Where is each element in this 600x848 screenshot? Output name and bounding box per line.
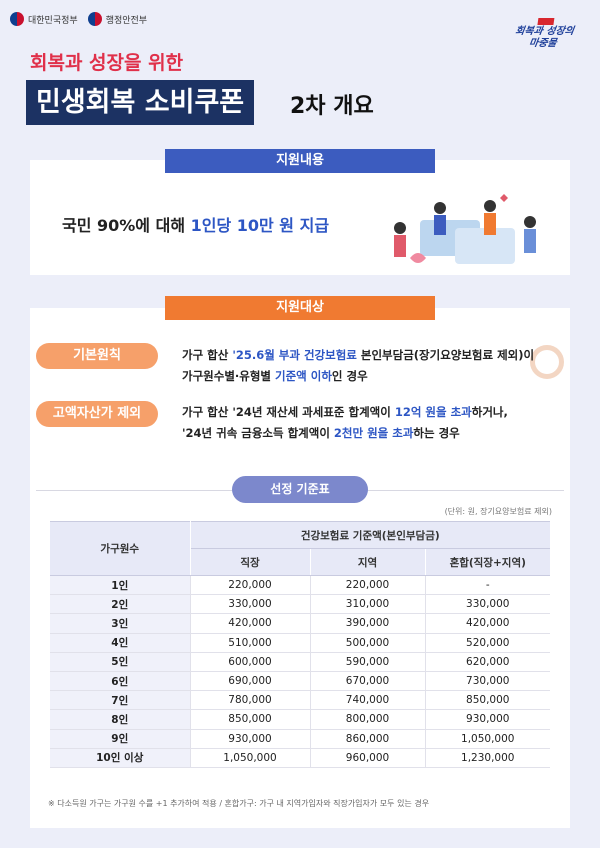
basic-principle-label: 기본원칙: [36, 343, 158, 369]
ministry-name: 행정안전부: [105, 15, 148, 26]
campaign-logo: 회복과 성장의 마중물: [508, 14, 582, 49]
col-workplace: 직장: [190, 548, 311, 576]
household-size-cell: 5인: [50, 652, 191, 672]
gov-name: 대한민국정부: [28, 15, 78, 26]
amount-cell: 590,000: [310, 652, 426, 672]
amount-cell: 220,000: [310, 575, 426, 596]
highlight: 기준액 이하: [275, 369, 332, 383]
magnifier-icon: [530, 345, 564, 379]
amount-cell: 1,050,000: [425, 729, 550, 749]
household-size-cell: 4인: [50, 633, 191, 653]
text: 하거나,: [471, 405, 508, 419]
title-suffix: 2차 개요: [290, 94, 374, 119]
table-row: 3인 420,000 390,000 420,000: [50, 613, 550, 634]
household-size-cell: 6인: [50, 671, 191, 692]
target-heading: 지원대상: [165, 296, 435, 320]
household-size-cell: 9인: [50, 729, 191, 749]
amount-cell: 690,000: [190, 671, 311, 692]
ministry-emblem-icon: [87, 12, 102, 26]
table-row: 7인 780,000 740,000 850,000: [50, 690, 550, 711]
amount-cell: 620,000: [425, 652, 550, 672]
basic-principle-text: 가구 합산 '25.6월 부과 건강보험료 본인부담금(장기요양보험료 제외)이…: [182, 345, 572, 387]
col-household: 가구원수: [50, 521, 191, 576]
people-illustration-icon: [394, 194, 536, 264]
amount-cell: 420,000: [425, 613, 550, 634]
household-size-cell: 7인: [50, 690, 191, 711]
page-title: 민생회복 소비쿠폰: [26, 80, 255, 125]
amount-cell: 510,000: [190, 633, 311, 653]
household-size-cell: 2인: [50, 594, 191, 615]
support-text-pre: 국민 90%에 대해: [62, 216, 191, 235]
footnote: ※ 다소득원 가구는 가구원 수를 +1 추가하여 적용 / 혼합가구: 가구 …: [48, 799, 430, 808]
table-row: 6인 690,000 670,000 730,000: [50, 671, 550, 692]
amount-cell: -: [425, 575, 550, 596]
text: 인 경우: [331, 369, 368, 383]
criteria-table: 가구원수 건강보험료 기준액(본인부담금) 직장 지역 혼합(직장+지역) 1인 220…: [50, 521, 550, 768]
text: 가구 합산 '24년 재산세 과세표준 합계액이: [182, 405, 395, 419]
gov-emblem-icon: [10, 12, 24, 26]
amount-cell: 850,000: [190, 709, 311, 730]
highlight: 12억 원을 초과: [394, 405, 472, 419]
amount-cell: 850,000: [425, 690, 550, 711]
household-size-cell: 8인: [50, 709, 191, 730]
amount-cell: 930,000: [190, 729, 311, 749]
amount-cell: 500,000: [310, 633, 426, 653]
amount-cell: 330,000: [190, 594, 311, 615]
amount-cell: 1,230,000: [425, 748, 550, 768]
table-row: 2인 330,000 310,000 330,000: [50, 594, 550, 615]
high-asset-exclusion-label: 고액자산가 제외: [36, 401, 158, 427]
support-text: 국민 90%에 대해 1인당 10만 원 지급: [62, 212, 329, 236]
amount-cell: 960,000: [310, 748, 426, 768]
amount-cell: 800,000: [310, 709, 426, 730]
amount-cell: 520,000: [425, 633, 550, 653]
amount-cell: 220,000: [190, 575, 311, 596]
amount-cell: 330,000: [425, 594, 550, 615]
amount-cell: 780,000: [190, 690, 311, 711]
col-regional: 지역: [310, 548, 426, 576]
highlight: 2천만 원을 초과: [333, 426, 414, 440]
amount-cell: 730,000: [425, 671, 550, 692]
household-size-cell: 1인: [50, 575, 191, 596]
table-row: 1인 220,000 220,000-: [50, 575, 550, 596]
amount-cell: 600,000: [190, 652, 311, 672]
amount-cell: 670,000: [310, 671, 426, 692]
amount-cell: 860,000: [310, 729, 426, 749]
col-mixed: 혼합(직장+지역): [425, 548, 550, 576]
unit-note: (단위: 원, 장기요양보험료 제외): [444, 507, 552, 516]
gov-logos: 대한민국정부 행정안전부: [10, 12, 147, 26]
amount-cell: 1,050,000: [190, 748, 311, 768]
text: '24년 귀속 금융소득 합계액이: [182, 426, 334, 440]
subtitle: 회복과 성장을 위한: [30, 52, 184, 74]
amount-cell: 930,000: [425, 709, 550, 730]
text: 가구원수별·유형별: [182, 369, 276, 383]
high-asset-exclusion-text: 가구 합산 '24년 재산세 과세표준 합계액이 12억 원을 초과하거나, '…: [182, 402, 572, 444]
household-size-cell: 10인 이상: [50, 748, 191, 768]
table-row: 8인 850,000 800,000 930,000: [50, 709, 550, 730]
amount-cell: 390,000: [310, 613, 426, 634]
amount-cell: 740,000: [310, 690, 426, 711]
text: 가구 합산: [182, 348, 233, 362]
col-group: 건강보험료 기준액(본인부담금): [190, 521, 550, 549]
criteria-table-title: 선정 기준표: [232, 476, 368, 503]
table-row: 4인 510,000 500,000 520,000: [50, 633, 550, 653]
text: 하는 경우: [413, 426, 460, 440]
support-heading: 지원내용: [165, 149, 435, 173]
household-size-cell: 3인: [50, 613, 191, 634]
table-row: 9인 930,000 860,000 1,050,000: [50, 729, 550, 749]
text: 본인부담금(장기요양보험료 제외)이: [356, 348, 535, 362]
amount-cell: 420,000: [190, 613, 311, 634]
highlight: '25.6월 부과 건강보험료: [232, 348, 357, 362]
support-amount: 1인당 10만 원 지급: [190, 216, 330, 235]
table-row: 5인 600,000 590,000 620,000: [50, 652, 550, 672]
amount-cell: 310,000: [310, 594, 426, 615]
table-row: 10인 이상 1,050,000 960,000 1,230,000: [50, 748, 550, 768]
